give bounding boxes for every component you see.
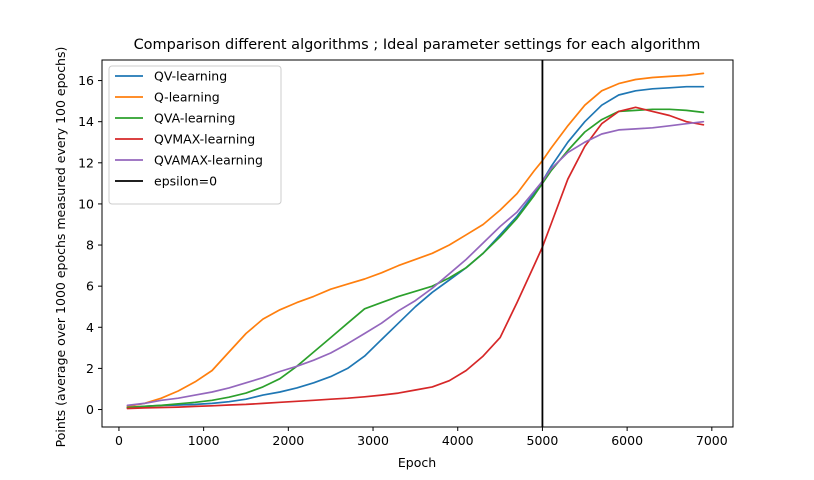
y-tick-label: 0 — [86, 402, 94, 417]
legend-label: QVA-learning — [154, 111, 235, 126]
legend-label: QVMAX-learning — [154, 132, 255, 147]
series-line-1 — [126, 85, 705, 409]
plot-frame — [101, 59, 734, 428]
series-line-5 — [126, 120, 705, 407]
x-tick-label: 3000 — [357, 433, 389, 448]
plot-area — [126, 60, 705, 427]
y-tick-label: 6 — [86, 279, 94, 294]
legend-box — [108, 65, 282, 205]
y-tick-label: 4 — [86, 320, 94, 335]
legend-label: epsilon=0 — [154, 174, 217, 189]
legend-label: QVAMAX-learning — [154, 153, 263, 168]
chart-title: Comparison different algorithms ; Ideal … — [134, 37, 701, 53]
series-line-3 — [126, 108, 705, 409]
x-axis-label: Epoch — [398, 455, 436, 470]
legend-label: QV-learning — [154, 69, 227, 84]
x-tick-label: 4000 — [442, 433, 474, 448]
axes: 0 1000 2000 3000 4000 5000 6000 7000 0 2 4 6 8 10 12 14… — [78, 59, 734, 448]
x-tick-label: 5000 — [527, 433, 559, 448]
y-tick-label: 14 — [78, 114, 94, 129]
x-tick-label: 6000 — [611, 433, 643, 448]
series-line-2 — [126, 72, 705, 408]
y-tick-label: 8 — [86, 238, 94, 253]
x-tick-label: 7000 — [696, 433, 728, 448]
legend-label: Q-learning — [154, 90, 220, 105]
x-tick-label: 1000 — [188, 433, 220, 448]
x-tick-label: 0 — [115, 433, 123, 448]
y-tick-label: 16 — [78, 73, 94, 88]
y-tick-label: 2 — [86, 361, 94, 376]
y-tick-label: 10 — [78, 196, 94, 211]
y-tick-label: 12 — [78, 155, 94, 170]
legend: QV-learning Q-learning QVA-learning QVMAX-l… — [108, 65, 282, 205]
series-line-4 — [126, 106, 705, 410]
x-tick-label: 2000 — [272, 433, 304, 448]
y-axis-label: Points (average over 1000 epochs measure… — [53, 47, 68, 448]
